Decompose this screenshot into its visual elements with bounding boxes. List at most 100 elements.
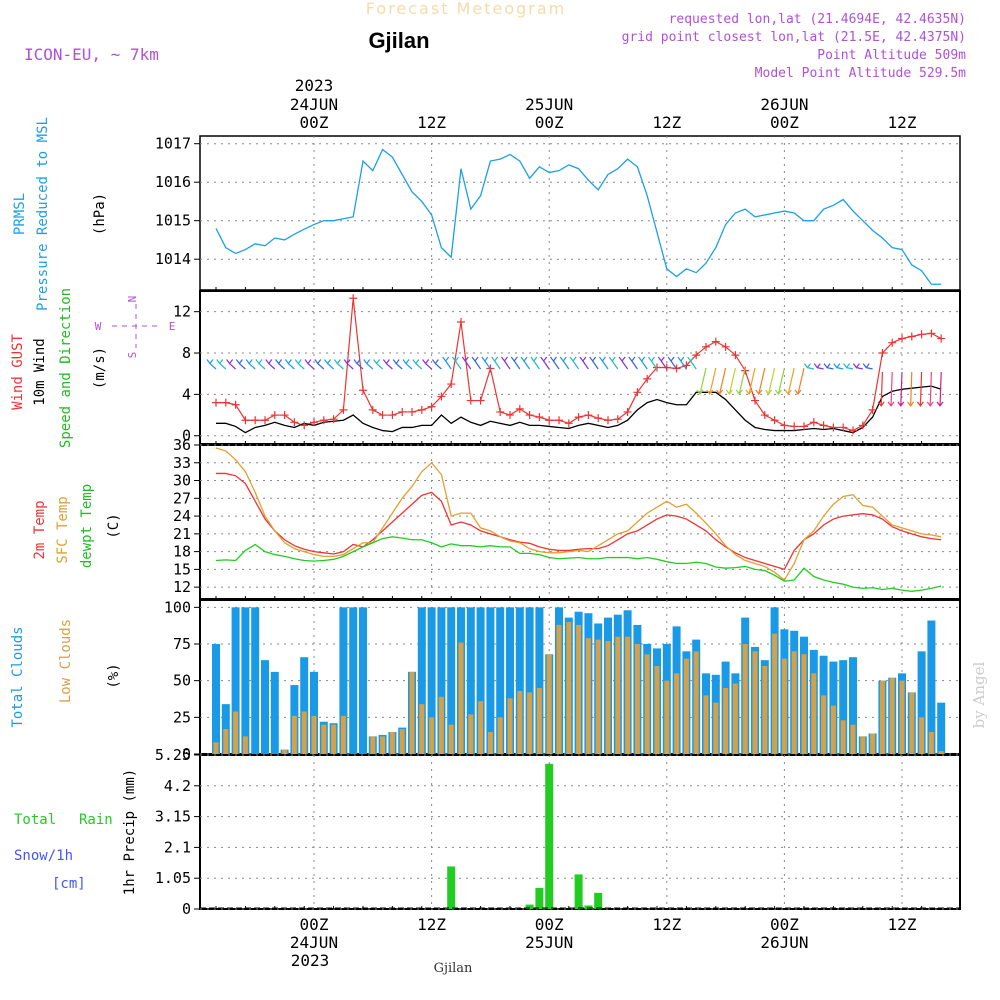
wind-arrow: [787, 367, 795, 395]
wind-arrow: [690, 360, 697, 370]
cloud-labels: Total Clouds Low Clouds (%): [10, 619, 122, 728]
y-tick-label: 5.25: [155, 746, 191, 764]
wind-arrow: [366, 363, 374, 370]
low-cloud-bar: [370, 736, 376, 754]
low-cloud-bar: [732, 683, 738, 754]
gust-marker: [937, 334, 946, 343]
wind-arrow-head: [471, 356, 479, 362]
y-tick-label: 30: [173, 472, 191, 490]
gust-marker: [496, 407, 505, 416]
wind-arrow: [395, 363, 403, 370]
low-cloud-bar: [448, 724, 454, 754]
low-cloud-bar: [615, 636, 621, 754]
wind-arrow: [728, 367, 736, 395]
wind-arrow: [846, 367, 854, 370]
gust-marker: [251, 416, 260, 425]
y-tick-label: 2.1: [164, 838, 191, 856]
wind-arrow-head: [579, 356, 587, 362]
y-tick-label: 0: [182, 427, 191, 445]
low-cloud-bar: [860, 736, 866, 754]
wind-arrow: [543, 360, 550, 370]
total-cloud-bar: [349, 607, 358, 754]
rain-labels: Total Rain Snow/1h [cm] 1hr Precip (mm): [14, 769, 138, 895]
wind-arrow-head: [422, 359, 430, 365]
gust-marker: [398, 407, 407, 416]
total-cloud-bar: [261, 660, 269, 754]
temp-labels: 2m Temp SFC Temp dewpt Temp (C): [32, 484, 122, 568]
gust-marker: [623, 407, 632, 416]
y-tick-label: 33: [173, 454, 191, 472]
gust-marker: [427, 402, 436, 411]
total-cloud-bar: [496, 607, 505, 754]
wind-unit: (m/s): [92, 347, 108, 389]
gust-marker: [888, 338, 897, 347]
wind-arrow-head: [926, 401, 934, 407]
gust-marker: [212, 398, 220, 407]
wind-arrow: [880, 371, 883, 406]
wind-arrow: [748, 367, 756, 395]
wind-arrow-head: [706, 389, 714, 395]
rain-bar: [584, 905, 593, 909]
wind-arrow: [866, 367, 873, 370]
low-cloud-bar: [644, 654, 650, 754]
gust-marker: [388, 411, 397, 420]
total-cloud-bar: [515, 607, 524, 754]
low-cloud-bar: [840, 720, 846, 754]
gust-marker: [829, 423, 838, 432]
wind-arrow-head: [843, 363, 851, 369]
wind-arrow-head: [647, 356, 655, 362]
wind-arrow-head: [608, 356, 616, 362]
low-cloud-bar: [380, 736, 386, 754]
low-cloud-bar: [919, 717, 925, 754]
gust-marker: [898, 334, 906, 343]
temp-unit: (C): [106, 513, 122, 538]
low-cloud-bar: [801, 654, 807, 754]
y-tick-label: 4: [182, 385, 191, 403]
low-cloud-bar: [938, 751, 944, 754]
low-cloud-bar: [752, 651, 758, 754]
wind-label: 10m Wind: [32, 338, 48, 405]
low-cloud-bar: [605, 641, 611, 754]
low-cloud-bar: [223, 729, 229, 754]
wind-arrow: [405, 363, 413, 370]
gust-marker: [300, 421, 309, 430]
low-cloud-bar: [674, 673, 680, 754]
gust-line: [216, 298, 942, 432]
total-cloud-bar: [427, 607, 436, 754]
wind-arrow: [807, 367, 814, 370]
wind-arrow-head: [255, 359, 263, 365]
low-cloud-bar: [429, 717, 435, 754]
low-cloud-bar: [517, 690, 523, 754]
wind-arrow-head: [907, 401, 915, 407]
total-cloud-bar: [251, 607, 260, 754]
wind-arrow: [680, 360, 687, 370]
gust-marker: [408, 407, 416, 416]
wind-arrow: [919, 371, 923, 406]
low-cloud-bar: [458, 642, 464, 754]
compass-rose: N W E S: [95, 296, 176, 359]
low-cloud-bar: [233, 711, 239, 754]
top-hour-label: 00Z: [770, 113, 799, 132]
wind-arrow: [650, 360, 658, 370]
bottom-day-label: 24JUN: [290, 933, 338, 952]
wind-arrow-head: [559, 356, 567, 362]
rain-bar: [525, 904, 534, 909]
wind-line: [216, 385, 942, 434]
top-year: 2023: [295, 76, 334, 95]
wind-arrow-head: [304, 359, 312, 365]
wind-arrow-head: [265, 359, 273, 365]
wind-arrow: [327, 363, 335, 370]
wind-arrow: [890, 371, 893, 406]
total-cloud-bar: [506, 607, 514, 754]
rain-label: Rain: [79, 812, 113, 828]
wind-arrow: [287, 363, 295, 370]
wind-arrow-head: [862, 363, 870, 369]
wind-arrow: [758, 367, 766, 395]
temp-2m-line: [216, 472, 942, 571]
y-tick-label: 36: [173, 436, 191, 454]
wind-arrow: [484, 360, 491, 370]
gust-marker: [643, 374, 652, 383]
wind-arrow-head: [500, 356, 508, 362]
gust-marker: [692, 351, 701, 360]
